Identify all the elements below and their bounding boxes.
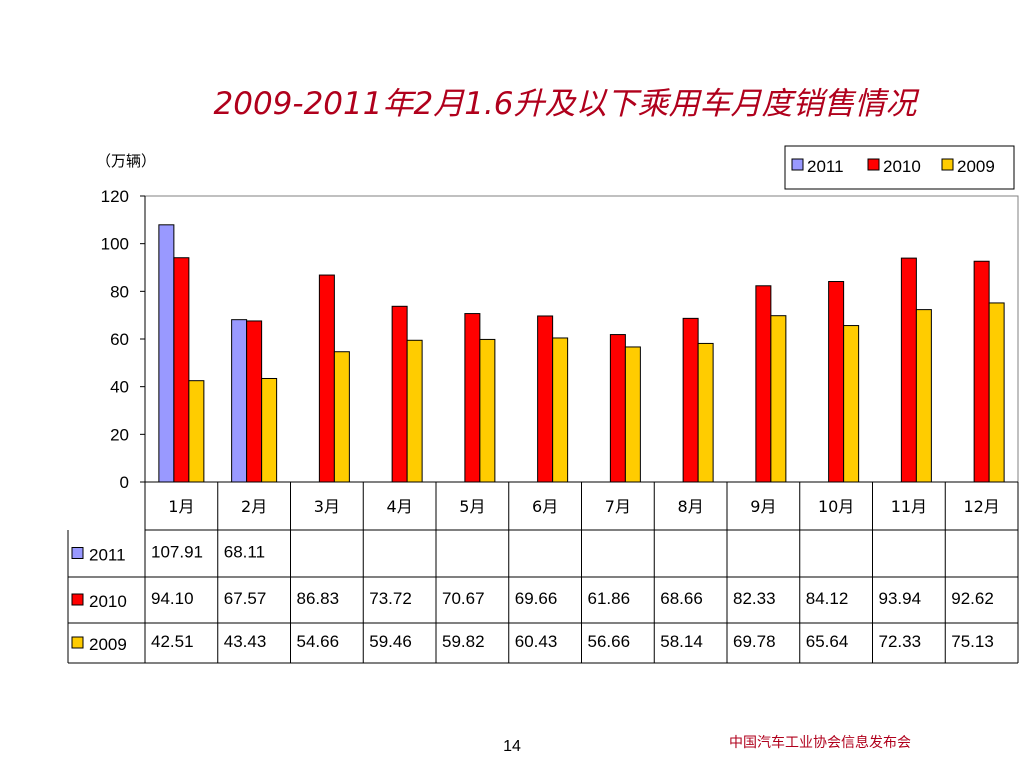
legend-label: 2011 <box>807 157 844 176</box>
data-value-label: 70.67 <box>442 589 485 608</box>
bar-2009-5 <box>479 338 496 483</box>
bar-2009-6 <box>552 337 569 483</box>
bar-2010-4 <box>391 305 408 483</box>
y-tick-label: 120 <box>101 187 129 206</box>
bar-2010-8 <box>682 317 699 483</box>
data-value-label: 72.33 <box>879 632 922 651</box>
data-value-label: 82.33 <box>733 589 776 608</box>
y-tick-label: 60 <box>110 330 129 349</box>
data-value-label: 93.94 <box>879 589 922 608</box>
data-value-label: 43.43 <box>224 632 267 651</box>
bar-2010-6 <box>537 315 554 483</box>
bar-2009-11 <box>915 309 932 483</box>
slide-title: 2009-2011年2月1.6升及以下乘用车月度销售情况 <box>213 86 917 122</box>
data-value-label: 54.66 <box>297 632 340 651</box>
data-value-label: 94.10 <box>151 589 194 608</box>
bar-2009-2 <box>261 377 278 483</box>
y-tick-label: 0 <box>120 473 129 492</box>
data-value-label: 42.51 <box>151 632 194 651</box>
bar-2009-12 <box>988 302 1005 483</box>
data-value-label: 61.86 <box>588 589 631 608</box>
category-label: 4月 <box>387 497 413 516</box>
table-legend-key-2010 <box>71 593 84 606</box>
legend-key-2010 <box>867 158 880 171</box>
bar-2009-1 <box>188 380 205 483</box>
category-label: 3月 <box>314 497 340 516</box>
bar-2010-5 <box>464 313 481 483</box>
category-label: 6月 <box>532 497 558 516</box>
category-label: 12月 <box>963 497 999 516</box>
legend-label: 2009 <box>957 157 995 176</box>
bar-2010-11 <box>900 257 917 483</box>
data-value-label: 84.12 <box>806 589 849 608</box>
data-value-label: 92.62 <box>951 589 994 608</box>
bar-2010-7 <box>609 334 626 483</box>
data-value-label: 107.91 <box>151 543 203 562</box>
data-value-label: 68.11 <box>224 543 265 562</box>
table-series-label: 2009 <box>89 635 127 654</box>
data-value-label: 68.66 <box>660 589 703 608</box>
y-tick-label: 80 <box>110 282 129 301</box>
category-label: 9月 <box>750 497 776 516</box>
bar-2010-2 <box>246 320 263 483</box>
table-legend-key-2011 <box>71 547 84 559</box>
bar-2009-10 <box>843 325 860 483</box>
data-value-label: 67.57 <box>224 589 267 608</box>
table-series-label: 2011 <box>89 546 126 565</box>
bar-2009-4 <box>406 339 423 483</box>
bar-2010-1 <box>173 257 190 483</box>
footer-organization: 中国汽车工业协会信息发布会 <box>729 735 911 751</box>
bar-2010-12 <box>973 260 990 483</box>
y-tick-label: 100 <box>101 235 129 254</box>
legend-key-2009 <box>941 158 954 171</box>
data-value-label: 73.72 <box>369 589 412 608</box>
bar-2011-2 <box>231 319 248 483</box>
bar-2009-3 <box>333 351 350 483</box>
bar-2010-3 <box>318 274 335 483</box>
data-value-label: 56.66 <box>588 632 631 651</box>
y-tick-label: 20 <box>110 425 129 444</box>
data-value-label: 59.46 <box>369 632 412 651</box>
category-label: 2月 <box>241 497 267 516</box>
legend-label: 2010 <box>883 157 921 176</box>
bar-2010-10 <box>828 281 845 483</box>
category-label: 11月 <box>891 497 927 516</box>
category-label: 10月 <box>818 497 854 516</box>
bar-2011-1 <box>158 224 175 483</box>
category-label: 1月 <box>168 497 194 516</box>
table-legend-key-2009 <box>71 636 84 649</box>
table-series-label: 2010 <box>89 592 127 611</box>
legend-key-2011 <box>791 158 804 171</box>
bar-2009-9 <box>770 315 787 483</box>
bar-2009-8 <box>697 342 714 483</box>
data-value-label: 86.83 <box>297 589 340 608</box>
data-value-label: 65.64 <box>806 632 849 651</box>
data-value-label: 60.43 <box>515 632 558 651</box>
y-tick-label: 40 <box>110 378 129 397</box>
bar-2009-7 <box>624 346 641 483</box>
category-label: 8月 <box>678 497 704 516</box>
category-label: 7月 <box>605 497 631 516</box>
legend-box <box>784 145 1015 190</box>
bar-2010-9 <box>755 285 772 483</box>
data-value-label: 59.82 <box>442 632 485 651</box>
data-value-label: 75.13 <box>951 632 994 651</box>
category-label: 5月 <box>459 497 485 516</box>
data-value-label: 69.66 <box>515 589 558 608</box>
page-number: 14 <box>503 738 521 755</box>
data-value-label: 58.14 <box>660 632 703 651</box>
data-value-label: 69.78 <box>733 632 776 651</box>
unit-label: （万辆） <box>96 152 157 170</box>
